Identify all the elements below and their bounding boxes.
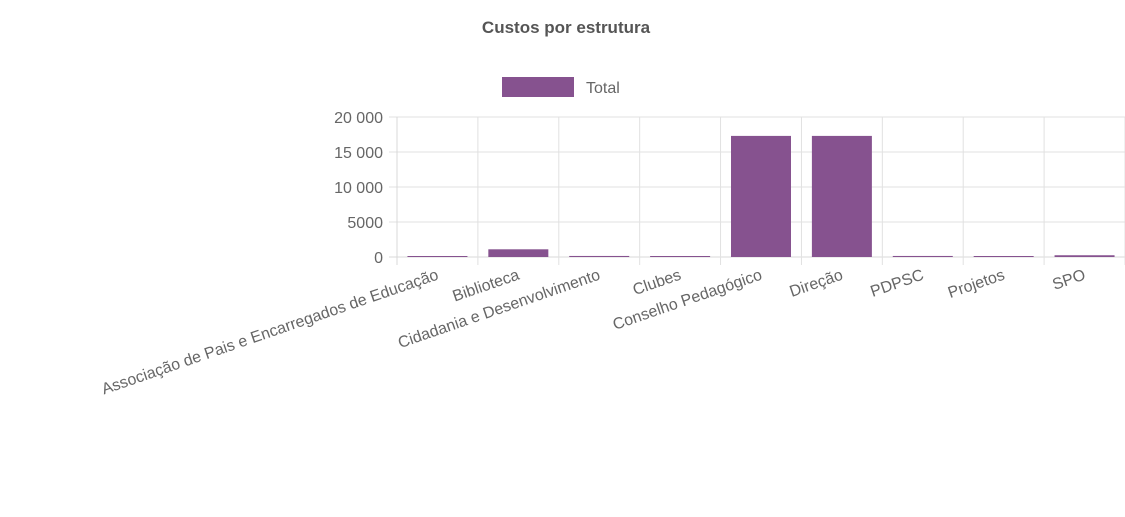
y-tick-label: 0 [374, 250, 383, 267]
chart-title: Custos por estrutura [482, 18, 651, 37]
x-tick-label: SPO [1050, 267, 1087, 294]
y-tick-label: 10 000 [334, 180, 383, 197]
bar[interactable] [811, 135, 872, 257]
x-tick-label: Direção [788, 267, 846, 301]
bars [407, 135, 1115, 257]
bar[interactable] [569, 255, 630, 257]
x-tick-label: Associação de Pais e Encarregados de Edu… [100, 267, 441, 399]
y-axis-ticks: 0 5000 10 000 15 000 20 000 [334, 110, 383, 267]
x-tick-label: PDPSC [868, 267, 926, 301]
y-tick-label: 15 000 [334, 145, 383, 162]
legend-label-total: Total [586, 80, 620, 97]
x-tick-label: Clubes [631, 267, 684, 299]
x-tick-label: Conselho Pedagógico [611, 267, 765, 334]
bar[interactable] [731, 135, 791, 257]
y-tick-label: 20 000 [334, 110, 383, 127]
bar[interactable] [407, 256, 468, 257]
bar[interactable] [973, 256, 1034, 257]
grid [389, 116, 1125, 265]
bar[interactable] [650, 256, 711, 257]
y-tick-label: 5000 [347, 215, 383, 232]
legend[interactable]: Total [502, 77, 620, 97]
bar[interactable] [892, 255, 953, 257]
x-axis-ticks: Associação de Pais e Encarregados de Edu… [100, 267, 1088, 399]
bar[interactable] [488, 249, 549, 257]
legend-swatch-total [502, 77, 574, 97]
x-tick-label: Projetos [946, 267, 1007, 302]
bar[interactable] [1054, 255, 1115, 257]
